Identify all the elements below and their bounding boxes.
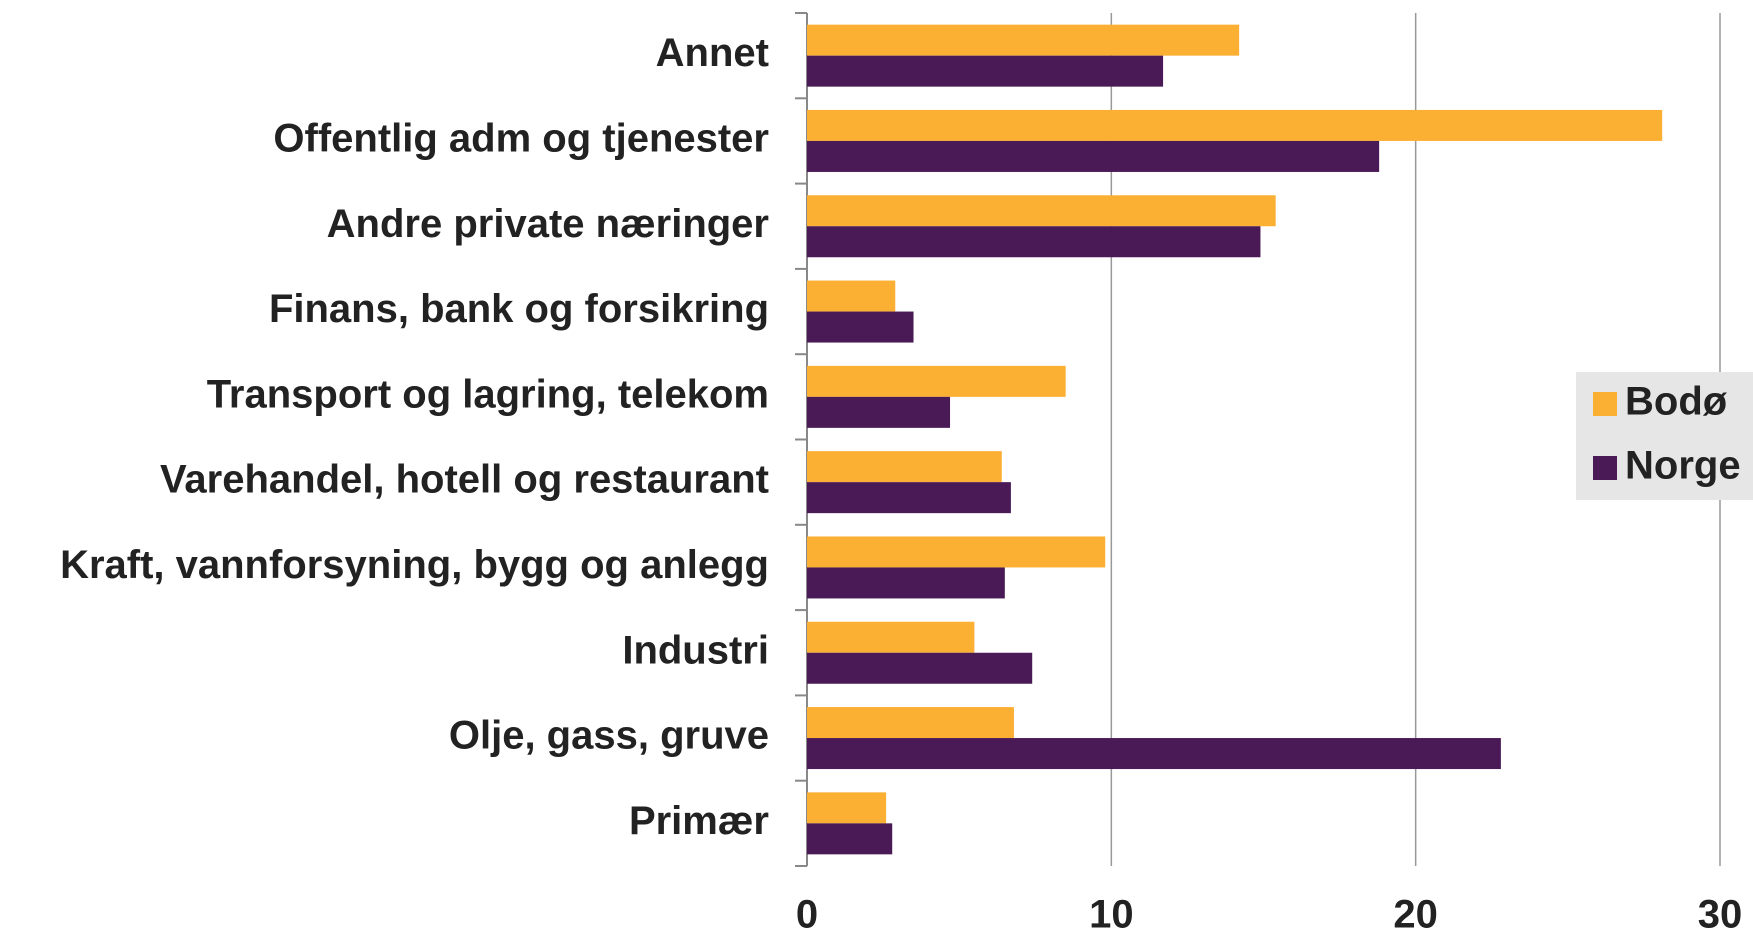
y-tick-label: Industri — [622, 628, 769, 672]
bar — [807, 365, 1066, 397]
legend-label: Norge — [1625, 444, 1741, 488]
bar — [807, 652, 1033, 684]
y-tick-label: Finans, bank og forsikring — [269, 287, 769, 331]
bar — [807, 226, 1261, 258]
x-tick-label: 30 — [1698, 893, 1743, 934]
bar — [807, 621, 975, 653]
y-tick-label: Transport og lagring, telekom — [207, 372, 769, 416]
bar — [807, 707, 1014, 739]
bar — [807, 280, 896, 312]
y-tick-label: Varehandel, hotell og restaurant — [160, 458, 769, 502]
y-tick-label: Olje, gass, gruve — [449, 714, 769, 758]
y-tick-label: Andre private næringer — [327, 202, 769, 246]
bar — [807, 140, 1380, 172]
legend-swatch — [1593, 392, 1617, 416]
bar — [807, 311, 914, 343]
legend-label: Bodø — [1625, 380, 1728, 424]
y-tick-label: Primær — [629, 799, 769, 843]
bar — [807, 195, 1276, 227]
x-tick-label: 0 — [796, 893, 818, 934]
x-tick-label: 20 — [1393, 893, 1438, 934]
bar — [807, 24, 1240, 56]
bar — [807, 55, 1164, 87]
bar — [807, 738, 1501, 770]
legend-swatch — [1593, 456, 1617, 480]
x-tick-label: 10 — [1089, 893, 1134, 934]
y-tick-label: Offentlig adm og tjenester — [273, 117, 769, 161]
bar — [807, 536, 1106, 568]
bar — [807, 823, 893, 855]
bar — [807, 567, 1005, 599]
bar — [807, 792, 887, 824]
bar — [807, 482, 1011, 514]
bar — [807, 109, 1663, 141]
bar — [807, 451, 1002, 483]
bar — [807, 396, 951, 428]
y-tick-label: Annet — [656, 31, 769, 75]
y-tick-label: Kraft, vannforsyning, bygg og anlegg — [60, 543, 769, 587]
